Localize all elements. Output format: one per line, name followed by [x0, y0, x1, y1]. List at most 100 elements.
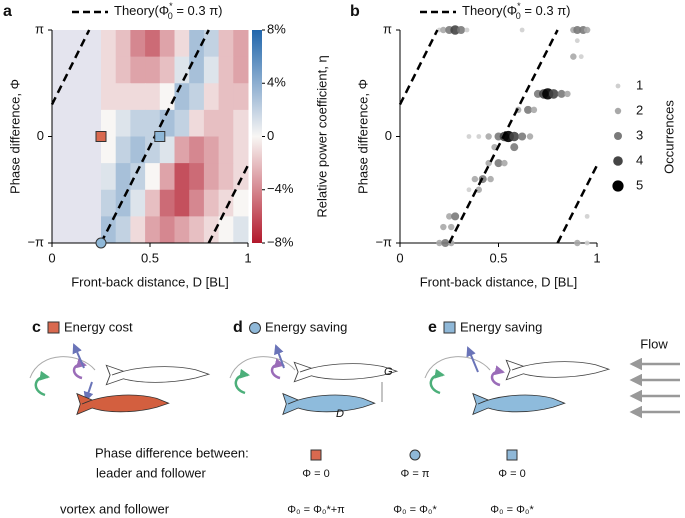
diagram-e — [424, 346, 610, 415]
x-tick-label: 0 — [48, 250, 55, 265]
y-tick-label: 0 — [385, 128, 392, 143]
point — [584, 240, 590, 246]
heatmap-cell — [159, 30, 175, 58]
y-tick-label: −π — [375, 234, 392, 249]
heatmap-cell — [233, 30, 249, 58]
heatmap-cell — [203, 189, 220, 217]
heatmap-cell — [233, 189, 249, 217]
size-legend-title: Occurrences — [661, 100, 676, 174]
point — [451, 212, 460, 221]
heatmap-cell — [218, 163, 234, 191]
heatmap-cell — [189, 216, 205, 244]
size-legend-marker — [614, 132, 622, 140]
point — [530, 106, 538, 114]
leader-fish — [293, 361, 398, 383]
gap-label: G — [384, 366, 393, 378]
point — [501, 159, 508, 167]
heatmap-cell — [130, 83, 146, 111]
heatmap-cell — [159, 189, 175, 217]
flow-label: Flow — [640, 336, 668, 351]
heatmap-cell — [233, 109, 249, 137]
heatmap-cell — [115, 163, 131, 191]
colorbar — [252, 30, 262, 243]
point — [450, 25, 460, 35]
legend-label: Theory(Φ* 0 = 0.3 π) — [114, 1, 223, 21]
heatmap-cell — [218, 136, 234, 164]
heatmap-cell — [115, 216, 131, 244]
point — [574, 38, 580, 44]
point — [475, 186, 482, 193]
vortex — [490, 365, 505, 387]
colorbar-tick-label: 4% — [267, 75, 286, 90]
point — [510, 143, 519, 152]
table-heading: Phase difference between: — [95, 445, 249, 460]
heatmap-cell — [189, 109, 205, 137]
point — [584, 213, 590, 219]
y-tick-label: 0 — [37, 128, 44, 143]
size-legend-label: 1 — [636, 77, 643, 92]
vortex — [429, 368, 445, 395]
heatmap-cell — [233, 56, 249, 84]
point — [471, 175, 479, 183]
panel-letter: b — [350, 3, 360, 20]
point — [519, 27, 525, 33]
size-legend-marker — [612, 180, 624, 192]
x-tick-label: 1 — [593, 250, 600, 265]
distance-label: D — [336, 408, 344, 420]
heatmap-cell — [189, 189, 205, 217]
x-tick-label: 0 — [396, 250, 403, 265]
panel-letter: d — [233, 319, 243, 336]
legend-sup: * — [517, 1, 521, 11]
heatmap-cell — [130, 216, 146, 244]
heatmap-cell — [189, 163, 205, 191]
legend-icon — [249, 322, 261, 334]
marker — [154, 131, 166, 142]
heatmap-cell — [174, 216, 190, 244]
heatmap-cell — [101, 56, 117, 84]
point — [583, 26, 591, 34]
flow-arrow — [72, 343, 85, 369]
table-cell: Φ₀ = Φ₀* — [393, 504, 437, 516]
heatmap-cell — [174, 163, 190, 191]
point — [578, 54, 584, 60]
diagram-title: Energy cost — [64, 319, 133, 334]
point — [548, 89, 559, 99]
table-icon — [506, 449, 518, 461]
diagram-title: Energy saving — [460, 319, 542, 334]
heatmap-cell — [233, 83, 249, 111]
legend-sub: 0 — [516, 11, 521, 21]
legend-text: = 0.3 π) — [521, 3, 571, 18]
point — [524, 105, 533, 114]
table-icon — [310, 449, 322, 461]
point — [446, 213, 453, 220]
heatmap-cell — [203, 136, 220, 164]
heatmap-cell — [218, 216, 234, 244]
heatmap-cell — [145, 56, 161, 84]
flow-arrow — [83, 381, 94, 402]
point — [476, 134, 482, 139]
heatmap-cell — [189, 136, 205, 164]
size-legend-marker — [614, 107, 622, 115]
wake — [29, 356, 96, 379]
point — [573, 26, 582, 34]
y-tick-label: π — [35, 21, 44, 36]
colorbar-tick-label: 0 — [267, 128, 274, 143]
heatmap-cell — [203, 216, 220, 244]
heatmap-cell — [233, 216, 249, 244]
table-row-label: leader and follower — [96, 465, 207, 480]
size-legend-marker — [613, 156, 623, 166]
point — [441, 239, 450, 247]
panel-letter: a — [3, 3, 12, 20]
heatmap-cell — [174, 56, 190, 84]
legend-text: = 0.3 π) — [173, 3, 223, 18]
panel-letter: e — [428, 319, 437, 336]
heatmap-cell — [130, 189, 146, 217]
heatmap-cell — [189, 30, 205, 58]
theory-line — [398, 29, 599, 244]
point — [485, 133, 492, 140]
heatmap-cell — [203, 56, 220, 84]
heatmap-cell — [203, 83, 220, 111]
heatmap-cell — [203, 30, 220, 58]
heatmap-cell — [189, 83, 205, 111]
heatmap-cell — [145, 136, 161, 164]
